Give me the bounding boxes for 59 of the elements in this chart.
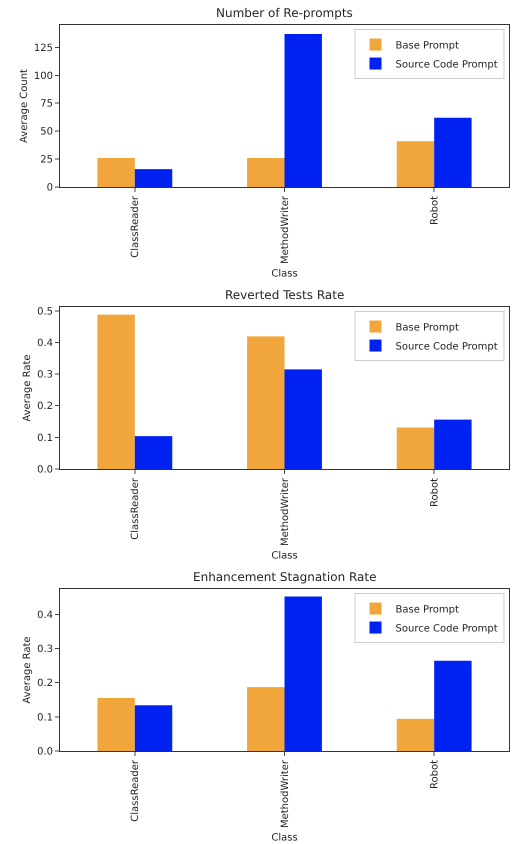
- legend-label: Base Prompt: [396, 604, 459, 616]
- y-tick-label: 50: [40, 126, 53, 138]
- x-tick-label: ClassReader: [130, 759, 142, 822]
- bar: [434, 118, 472, 187]
- y-tick-label: 0.1: [37, 432, 53, 444]
- legend-label: Base Prompt: [396, 322, 459, 334]
- bar: [97, 314, 135, 469]
- chart-title: Reverted Tests Rate: [225, 288, 344, 302]
- bar: [284, 596, 322, 751]
- x-tick-label: MethodWriter: [280, 195, 291, 264]
- x-tick-label: Robot: [429, 196, 440, 226]
- y-tick-label: 0.4: [37, 610, 53, 621]
- legend-label: Base Prompt: [396, 40, 459, 52]
- x-tick-label: MethodWriter: [280, 759, 291, 828]
- x-tick-label: Robot: [429, 760, 440, 790]
- bar: [284, 34, 322, 187]
- y-tick-label: 0.2: [37, 678, 53, 690]
- bar: [134, 436, 172, 469]
- y-tick-label: 0.3: [37, 370, 53, 381]
- y-tick-label: 25: [40, 154, 53, 166]
- x-axis-title: Class: [271, 550, 298, 562]
- bar: [247, 336, 284, 469]
- bar: [396, 428, 434, 469]
- bar: [97, 698, 135, 751]
- y-axis-title: Average Rate: [22, 354, 34, 422]
- x-tick-label: Robot: [429, 478, 440, 508]
- x-tick-label: ClassReader: [130, 195, 142, 258]
- x-axis-title: Class: [271, 832, 298, 844]
- bar: [134, 169, 172, 187]
- chart-title: Number of Re-prompts: [216, 6, 353, 20]
- y-tick-label: 0.0: [37, 464, 53, 476]
- y-tick-label: 0.4: [37, 338, 53, 349]
- y-tick-label: 0.5: [37, 306, 53, 318]
- y-tick-label: 0.0: [37, 746, 53, 758]
- x-tick-label: MethodWriter: [280, 477, 291, 546]
- y-tick-label: 0.2: [37, 401, 53, 412]
- bar: [434, 420, 472, 469]
- y-tick-label: 0: [46, 182, 53, 194]
- bar: [284, 369, 322, 469]
- bar: [247, 687, 284, 751]
- y-tick-label: 75: [40, 98, 53, 110]
- x-tick-label: ClassReader: [130, 477, 142, 540]
- x-axis-title: Class: [271, 268, 298, 280]
- y-axis-title: Average Rate: [22, 636, 34, 704]
- y-tick-label: 100: [34, 70, 53, 82]
- bar: [434, 660, 472, 751]
- legend-label: Source Code Prompt: [396, 59, 498, 70]
- bar: [247, 158, 284, 187]
- bar: [97, 158, 135, 187]
- bar: [134, 705, 172, 751]
- legend-label: Source Code Prompt: [396, 341, 498, 352]
- chart-title: Enhancement Stagnation Rate: [193, 570, 376, 584]
- y-tick-label: 125: [34, 42, 53, 54]
- y-tick-label: 0.1: [37, 712, 53, 724]
- bar: [396, 718, 434, 751]
- y-tick-label: 0.3: [37, 644, 53, 655]
- bar: [396, 141, 434, 187]
- y-axis-title: Average Count: [18, 68, 30, 143]
- legend-label: Source Code Prompt: [396, 623, 498, 634]
